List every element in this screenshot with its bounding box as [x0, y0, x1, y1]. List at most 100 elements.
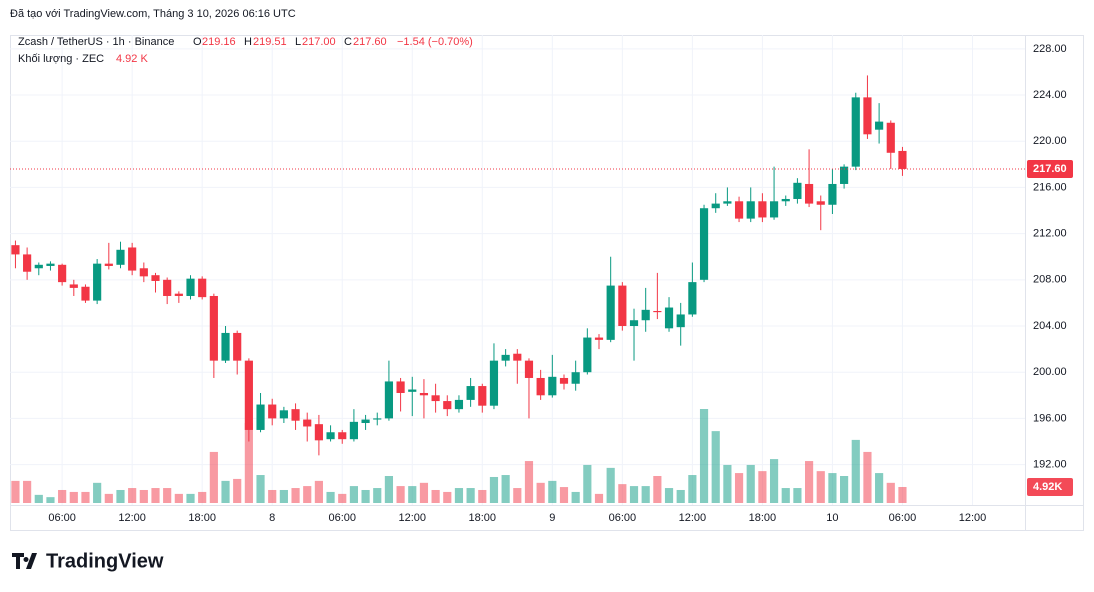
volume-bar — [454, 488, 464, 503]
volume-bar — [688, 475, 697, 503]
volume-bar — [443, 491, 452, 503]
candle-body — [536, 377, 545, 396]
volume-bar — [163, 488, 172, 503]
volume-bar — [699, 409, 709, 503]
volume-bar — [69, 491, 78, 503]
candle-body — [279, 410, 288, 419]
candle-body — [23, 254, 32, 272]
x-tick-label: 06:00 — [48, 512, 76, 524]
volume-bar — [513, 488, 522, 503]
candle-body — [583, 337, 592, 373]
volume-bar — [46, 497, 55, 503]
volume-bar — [81, 491, 90, 503]
volume-bar — [828, 473, 837, 503]
chart-frame — [10, 35, 1084, 531]
y-tick-label: 216.00 — [1033, 181, 1067, 193]
volume-bar — [139, 489, 148, 503]
candle-body — [699, 208, 709, 280]
candle-body — [513, 353, 522, 361]
volume-bar — [886, 482, 895, 503]
candle-body — [268, 404, 277, 419]
volume-bar — [629, 486, 639, 503]
volume-bar — [781, 488, 790, 503]
volume-bar — [268, 489, 277, 503]
candle-body — [501, 354, 510, 361]
logo-text: TradingView — [46, 550, 164, 572]
candle-body — [349, 421, 358, 440]
volume-bar — [419, 482, 429, 503]
volume-bar — [256, 475, 265, 503]
candle-body — [688, 282, 697, 315]
volume-bar — [326, 491, 335, 503]
candle-body — [361, 419, 370, 424]
volume-bar — [734, 473, 744, 503]
volume-bar — [349, 486, 358, 503]
legend-o-label: O — [193, 36, 202, 48]
candle-body — [489, 360, 499, 406]
candle-body — [863, 97, 872, 135]
volume-bar — [758, 471, 767, 503]
candle-body — [58, 264, 67, 283]
volume-bar — [594, 493, 604, 503]
candle-body — [69, 284, 78, 288]
y-tick-label: 224.00 — [1033, 89, 1067, 101]
legend-symbol: Zcash / TetherUS · 1h · Binance — [18, 36, 174, 48]
candle-body — [594, 337, 604, 340]
volume-bar — [34, 494, 43, 503]
legend-open: 219.16 — [202, 36, 236, 48]
candle-body — [396, 381, 405, 393]
x-tick-label: 06:00 — [889, 512, 917, 524]
x-tick-label: 06:00 — [609, 512, 637, 524]
candle-body — [653, 310, 662, 313]
candle-body — [34, 264, 43, 269]
candle-body — [151, 275, 160, 281]
candle-body — [793, 182, 802, 199]
volume-bar — [466, 488, 475, 503]
candle-body — [326, 432, 335, 440]
candle-body — [629, 320, 639, 327]
y-tick-label: 208.00 — [1033, 274, 1067, 286]
x-tick-label: 10 — [826, 512, 838, 524]
candle-body — [338, 432, 347, 440]
candle-body — [408, 389, 417, 392]
candle-body — [431, 395, 440, 402]
volume-bar — [769, 459, 779, 503]
volume-bar — [384, 476, 394, 503]
volume-bar — [478, 489, 487, 503]
candle-body — [163, 279, 172, 296]
candle-body — [828, 183, 837, 205]
candle-body — [758, 201, 767, 218]
grid — [10, 35, 1025, 505]
last-price-label: 217.60 — [1033, 163, 1067, 175]
volume-bar — [244, 422, 253, 503]
candle-body — [139, 268, 148, 277]
volume-bar — [606, 467, 615, 503]
candle-body — [524, 360, 534, 378]
volume-bar — [524, 461, 534, 503]
volume-bar — [396, 486, 405, 503]
legend-h-label: H — [244, 36, 252, 48]
candle-body — [104, 263, 113, 266]
candle-body — [571, 372, 580, 384]
candle-body — [11, 245, 20, 255]
candle-body — [186, 278, 195, 296]
volume-bar — [863, 451, 872, 503]
legend-close: 217.60 — [353, 36, 387, 48]
volume-bar — [548, 480, 557, 503]
x-tick-label: 18:00 — [749, 512, 777, 524]
candle-body — [746, 201, 755, 219]
y-tick-label: 192.00 — [1033, 458, 1067, 470]
volume-bar — [128, 488, 137, 503]
candle-body — [548, 376, 557, 396]
candle-body — [256, 404, 265, 430]
volume-bar — [291, 488, 300, 503]
volume-bar — [104, 493, 113, 503]
volume-bar — [93, 482, 102, 503]
candle-body — [618, 285, 627, 327]
candle-body — [711, 203, 720, 209]
candle-body — [373, 418, 382, 420]
volume-bar — [303, 486, 312, 503]
x-tick-label: 18:00 — [188, 512, 216, 524]
candle-body — [606, 285, 615, 340]
